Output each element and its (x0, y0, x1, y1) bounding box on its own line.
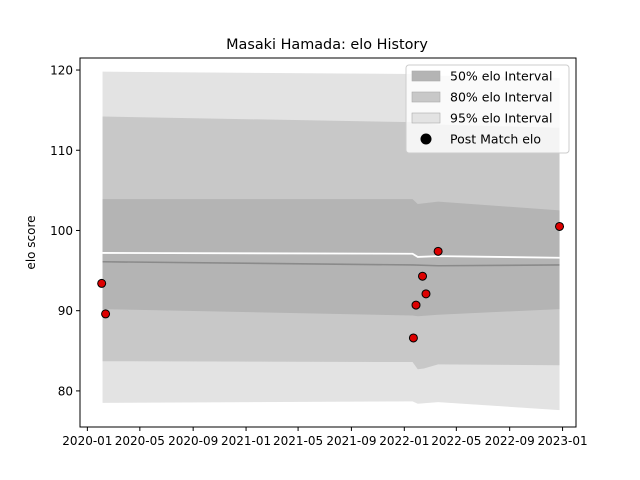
x-axis: 2020-01 2020-05 2020-09 2021-01 2021-05 2021-… (62, 427, 588, 448)
plot-frame (79, 57, 577, 428)
post-match-elo-point-3 (408, 333, 418, 343)
y-tick-label-3: 100 (50, 224, 73, 238)
x-tick-label-7: 2022-01 (379, 434, 429, 448)
x-tick-label-2: 2020-05 (115, 434, 165, 448)
x-tick-label-8: 2022-05 (431, 434, 481, 448)
legend-swatch-2 (411, 91, 441, 103)
y-tick-label-4: 110 (50, 144, 73, 158)
legend-box (405, 64, 570, 154)
y-tick-label-5: 120 (50, 64, 73, 78)
y-tick-label-2: 90 (58, 304, 73, 318)
post-match-elo-point-2 (101, 309, 111, 319)
post-match-elo-point-1 (97, 278, 107, 288)
legend: 50% elo Interval 80% elo Interval 95% elo … (405, 64, 570, 154)
interval-band-3 (102, 199, 560, 317)
post-match-elo-point-6 (421, 289, 431, 299)
legend-label-2: 80% elo Interval (450, 90, 552, 105)
post-match-elo-point-8 (555, 221, 565, 231)
mean-elo-line (102, 260, 560, 267)
legend-label-3: 95% elo Interval (450, 111, 552, 126)
x-tick-label-4: 2021-01 (221, 434, 271, 448)
chart-title: Masaki Hamada: elo History (226, 37, 428, 53)
legend-marker-4 (420, 133, 432, 145)
legend-label-4: Post Match elo (450, 132, 541, 147)
plot-area (97, 71, 565, 411)
median-elo-line (102, 252, 560, 259)
x-tick-label-5: 2021-05 (273, 434, 323, 448)
x-tick-label-3: 2020-09 (168, 434, 218, 448)
x-tick-label-6: 2021-09 (326, 434, 376, 448)
post-match-elo-point-7 (433, 246, 443, 256)
y-axis: 80 90 100 110 120 (50, 64, 80, 398)
post-match-elo-point-5 (418, 271, 428, 281)
y-axis-title: elo score (24, 215, 38, 269)
legend-swatch-1 (411, 70, 441, 82)
post-match-elo-point-4 (411, 300, 421, 310)
y-tick-label-1: 80 (58, 384, 73, 398)
x-tick-label-1: 2020-01 (62, 434, 112, 448)
legend-swatch-3 (411, 112, 441, 124)
x-tick-label-10: 2023-01 (537, 434, 587, 448)
x-tick-label-9: 2022-09 (485, 434, 535, 448)
legend-label-1: 50% elo Interval (450, 69, 552, 84)
